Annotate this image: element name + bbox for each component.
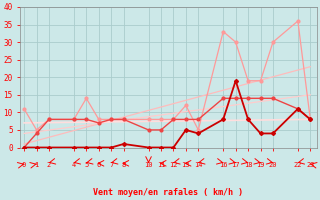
X-axis label: Vent moyen/en rafales ( km/h ): Vent moyen/en rafales ( km/h ) (93, 188, 244, 197)
